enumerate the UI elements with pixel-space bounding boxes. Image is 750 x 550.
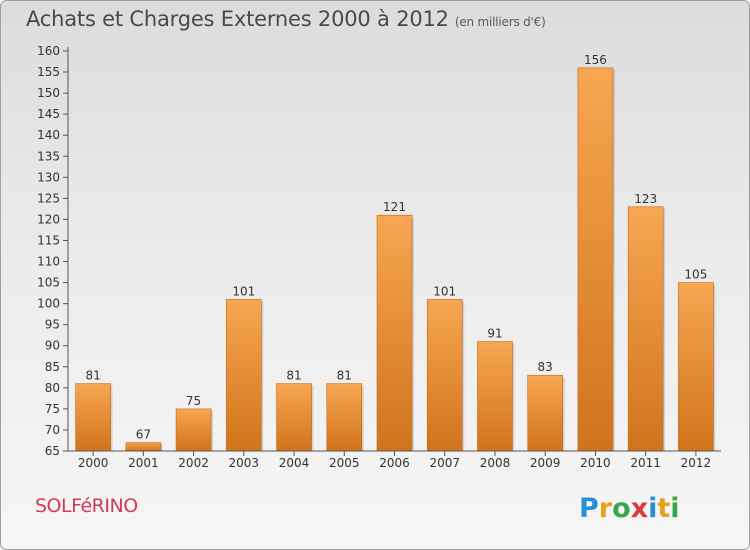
- x-tick-label: 2000: [78, 456, 109, 470]
- y-tick-label: 75: [45, 402, 60, 416]
- x-tick-label: 2002: [178, 456, 209, 470]
- svg-text:Proxiti: Proxiti: [579, 493, 680, 524]
- bar: [376, 214, 413, 452]
- x-tick-label: 2011: [630, 456, 661, 470]
- x-tick-label: 2004: [279, 456, 310, 470]
- x-tick-label: 2010: [580, 456, 611, 470]
- y-tick-label: 120: [37, 212, 60, 226]
- bar-value-label: 81: [85, 369, 100, 383]
- bar-shadow: [663, 208, 666, 451]
- bar-value-label: 91: [487, 327, 502, 341]
- x-tick-label: 2008: [480, 456, 511, 470]
- y-tick-label: 95: [45, 318, 60, 332]
- bar-shadow: [713, 284, 716, 451]
- bar-value-label: 123: [634, 192, 657, 206]
- bar-value-label: 101: [232, 284, 255, 298]
- bar-value-label: 83: [538, 360, 553, 374]
- bar-value-label: 81: [337, 369, 352, 383]
- bar-value-label: 75: [186, 394, 201, 408]
- chart-title-text: Achats et Charges Externes 2000 à 2012: [26, 7, 449, 31]
- bar-value-label: 156: [584, 53, 607, 67]
- chart-title: Achats et Charges Externes 2000 à 2012 (e…: [26, 7, 546, 31]
- y-tick-label: 65: [45, 444, 60, 458]
- y-tick-label: 85: [45, 360, 60, 374]
- bar-value-label: 81: [286, 369, 301, 383]
- bar-value-label: 121: [383, 200, 406, 214]
- bar-shadow: [562, 377, 565, 451]
- bar: [577, 67, 614, 452]
- bar-shadow: [160, 444, 163, 451]
- bar-shadow: [462, 301, 465, 451]
- bar-value-label: 105: [684, 268, 707, 282]
- y-tick-label: 150: [37, 86, 60, 100]
- x-tick-label: 2003: [229, 456, 260, 470]
- bar-shadow: [110, 385, 113, 451]
- bar: [276, 383, 312, 452]
- bar: [326, 383, 363, 452]
- bar: [678, 282, 714, 452]
- bar: [426, 299, 463, 452]
- bar: [627, 206, 664, 452]
- bar-shadow: [311, 385, 314, 451]
- x-tick-label: 2009: [530, 456, 561, 470]
- y-tick-label: 110: [37, 255, 60, 269]
- x-tick-label: 2005: [329, 456, 360, 470]
- x-tick-label: 2006: [379, 456, 410, 470]
- y-tick-label: 100: [37, 297, 60, 311]
- bar-value-label: 101: [433, 284, 456, 298]
- y-tick-label: 90: [45, 339, 60, 353]
- y-tick-label: 70: [45, 423, 60, 437]
- bar: [477, 341, 513, 452]
- y-tick-label: 130: [37, 170, 60, 184]
- bar-shadow: [612, 69, 615, 451]
- bar-shadow: [512, 343, 515, 451]
- y-tick-label: 155: [37, 65, 60, 79]
- y-tick-label: 160: [37, 44, 60, 58]
- y-tick-label: 115: [37, 233, 60, 247]
- bar-shadow: [261, 301, 264, 451]
- y-tick-label: 135: [37, 149, 60, 163]
- y-tick-label: 140: [37, 128, 60, 142]
- bar-shadow: [412, 217, 414, 451]
- y-tick-label: 105: [37, 276, 60, 290]
- proxiti-logo: Proxiti: [579, 493, 680, 524]
- x-tick-label: 2012: [681, 456, 712, 470]
- bar: [175, 408, 212, 452]
- bar: [527, 374, 563, 452]
- town-name: SOLFéRINO: [35, 495, 138, 517]
- bar-shadow: [211, 410, 214, 451]
- bar: [226, 299, 262, 452]
- bar-value-label: 67: [136, 428, 151, 442]
- y-tick-label: 125: [37, 191, 60, 205]
- x-tick-label: 2001: [128, 456, 159, 470]
- y-tick-label: 80: [45, 381, 60, 395]
- x-tick-label: 2007: [429, 456, 460, 470]
- chart-unit: (en milliers d'€): [454, 15, 546, 29]
- y-tick-label: 145: [37, 107, 60, 121]
- bar: [75, 383, 111, 452]
- bar: [125, 442, 162, 452]
- bar-shadow: [361, 385, 364, 451]
